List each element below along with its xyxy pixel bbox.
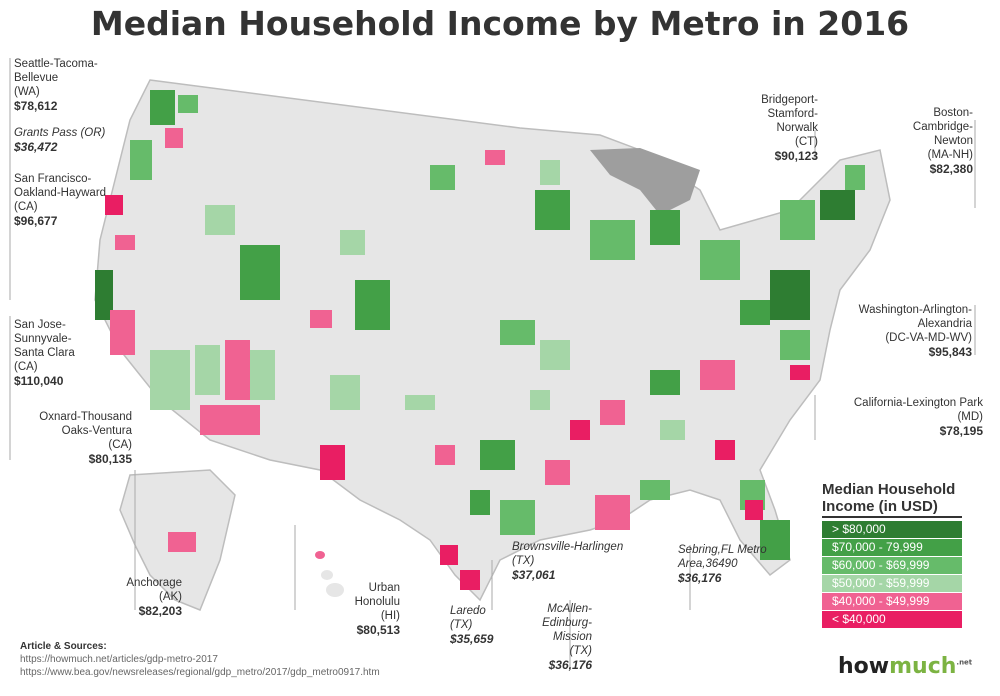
callout-state: (DC-VA-MD-WV) [885, 332, 972, 344]
callout-name: San Jose-Sunnyvale-Santa Clara [14, 319, 75, 359]
legend-item: $60,000 - $69,999 [822, 557, 962, 574]
callout-state: (CA) [14, 361, 38, 373]
callout-value: $80,135 [88, 452, 132, 466]
callout-name: Bridgeport-Stamford-Norwalk [761, 94, 818, 134]
callout-value: $78,612 [14, 99, 58, 113]
callout-state: (WA) [14, 86, 40, 98]
callout-state: (CA) [14, 201, 38, 213]
callout-name: Urban Honolulu [354, 582, 400, 608]
callout-california-md: California-Lexington Park (MD) $78,195 [818, 396, 983, 438]
callout-value: $90,123 [774, 149, 818, 163]
source-link-1[interactable]: https://howmuch.net/articles/gdp-metro-2… [20, 654, 218, 665]
callout-seattle: Seattle-Tacoma-Bellevue (WA) $78,612 [14, 57, 129, 113]
callout-value: $36,176 [678, 571, 722, 585]
callout-value: $36,472 [14, 140, 58, 154]
callout-name: Brownsville-Harlingen [512, 541, 624, 553]
sources-header: Article & Sources: [20, 641, 107, 652]
callout-state: (TX) [450, 619, 473, 631]
callout-name: McAllen-Edinburg-Mission [542, 603, 592, 643]
callout-mcallen: McAllen-Edinburg-Mission (TX) $36,176 [520, 602, 592, 672]
great-lakes-shape [590, 148, 700, 215]
metro-areas [95, 90, 865, 590]
legend-title-line2: Income (in USD) [822, 498, 938, 515]
callout-lines [9, 58, 976, 670]
callout-value: $37,061 [512, 568, 556, 582]
callout-bridgeport: Bridgeport-Stamford-Norwalk (CT) $90,123 [740, 93, 818, 163]
callout-grants-pass: Grants Pass (OR) $36,472 [14, 126, 134, 154]
legend-item: $70,000 - 79,999 [822, 539, 962, 556]
callout-name: Sebring,FL Metro Area,36490 [678, 544, 767, 570]
callout-name: California-Lexington Park [853, 397, 983, 409]
legend: Median Household Income (in USD) > $80,0… [822, 481, 987, 629]
hawaii-shape [315, 551, 344, 597]
callout-value: $78,195 [939, 424, 983, 438]
callout-state: (AK) [159, 591, 182, 603]
callout-name: Boston-Cambridge-Newton [912, 107, 973, 147]
callout-brownsville: Brownsville-Harlingen (TX) $37,061 [512, 540, 662, 582]
legend-items: > $80,000 $70,000 - 79,999 $60,000 - $69,9… [822, 521, 987, 628]
callout-value: $82,203 [138, 604, 182, 618]
legend-title-line1: Median Household [822, 481, 956, 498]
callout-value: $110,040 [14, 374, 64, 388]
callout-name: San Francisco-Oakland-Hayward [14, 173, 107, 199]
legend-item: > $80,000 [822, 521, 962, 538]
source-link-2[interactable]: https://www.bea.gov/newsreleases/regiona… [20, 667, 380, 678]
callout-laredo: Laredo (TX) $35,659 [450, 604, 520, 646]
callout-state: (MD) [957, 411, 983, 423]
legend-title: Median Household Income (in USD) [822, 481, 987, 515]
callout-sebring: Sebring,FL Metro Area,36490 $36,176 [678, 543, 768, 585]
callout-oxnard: Oxnard-Thousand Oaks-Ventura (CA) $80,13… [14, 410, 132, 466]
callout-state: (TX) [512, 555, 535, 567]
legend-item: $40,000 - $49,999 [822, 593, 962, 610]
callout-state: (HI) [380, 610, 400, 622]
sources: Article & Sources: https://howmuch.net/a… [20, 640, 380, 679]
callout-value: $36,176 [548, 658, 592, 672]
callout-state: (CA) [108, 439, 132, 451]
legend-underline [822, 516, 962, 518]
callout-name: Oxnard-Thousand Oaks-Ventura [39, 411, 132, 437]
callout-san-francisco: San Francisco-Oakland-Hayward (CA) $96,6… [14, 172, 114, 228]
page-title: Median Household Income by Metro in 2016 [90, 4, 910, 43]
callout-name: Washington-Arlington-Alexandria [858, 304, 972, 330]
logo-part3: .net [956, 658, 973, 667]
logo-part1: how [838, 654, 890, 679]
callout-washington: Washington-Arlington-Alexandria (DC-VA-M… [840, 303, 972, 359]
callout-name: Laredo [450, 605, 486, 617]
callout-value: $95,843 [928, 345, 972, 359]
callout-value: $35,659 [450, 632, 494, 646]
callout-value: $82,380 [929, 162, 973, 176]
callout-state: (MA-NH) [927, 149, 973, 161]
callout-honolulu: Urban Honolulu (HI) $80,513 [340, 581, 400, 637]
callout-name: Grants Pass (OR) [14, 127, 106, 139]
callout-anchorage: Anchorage (AK) $82,203 [80, 576, 182, 618]
logo-part2: much [889, 654, 957, 679]
legend-item: < $40,000 [822, 611, 962, 628]
callout-name: Anchorage [126, 577, 182, 589]
howmuch-logo: howmuch.net [838, 654, 972, 679]
callout-state: (TX) [569, 645, 592, 657]
callout-value: $96,677 [14, 214, 58, 228]
callout-san-jose: San Jose-Sunnyvale-Santa Clara (CA) $110… [14, 318, 99, 388]
legend-item: $50,000 - $59,999 [822, 575, 962, 592]
callout-name: Seattle-Tacoma-Bellevue [14, 58, 98, 84]
callout-boston: Boston-Cambridge-Newton (MA-NH) $82,380 [895, 106, 973, 176]
callout-value: $80,513 [356, 623, 400, 637]
callout-state: (CT) [795, 136, 818, 148]
